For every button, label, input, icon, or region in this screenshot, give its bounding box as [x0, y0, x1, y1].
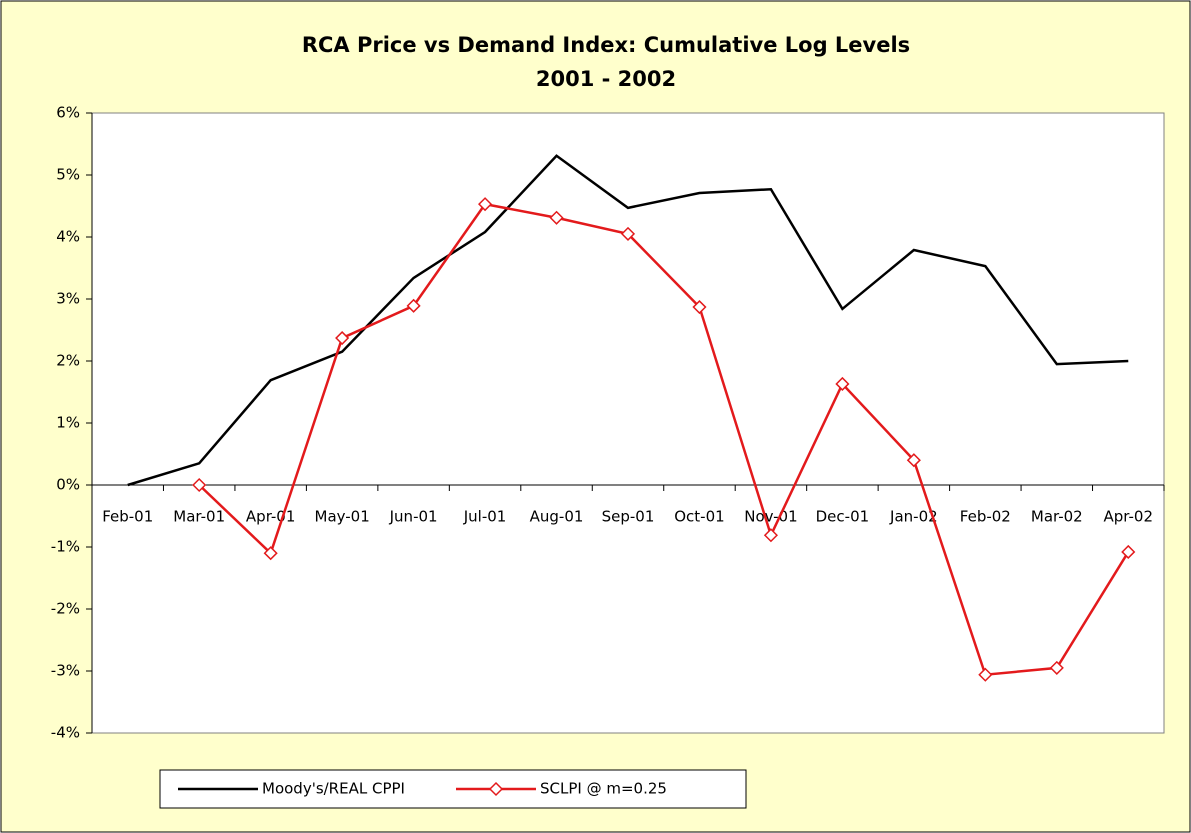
- point-marker: [835, 376, 850, 392]
- chart-title: RCA Price vs Demand Index: Cumulative Lo…: [302, 33, 910, 57]
- y-tick-label: 6%: [56, 104, 80, 122]
- point-marker: [1121, 544, 1136, 560]
- point-marker: [549, 210, 564, 225]
- point-marker: [478, 197, 493, 212]
- y-tick-label: 0%: [56, 476, 80, 494]
- point-marker: [906, 453, 921, 468]
- y-tick-label: 5%: [56, 166, 80, 184]
- x-tick-label: Jun-01: [389, 508, 438, 526]
- legend-marker: [488, 781, 504, 797]
- y-tick-label: 2%: [56, 352, 80, 370]
- point-marker: [692, 299, 707, 315]
- point-marker: [1049, 660, 1064, 675]
- x-tick-label: Aug-01: [530, 508, 584, 526]
- series-line: [198, 202, 1130, 677]
- x-tick-label: Feb-02: [960, 508, 1011, 526]
- y-tick-label: -1%: [51, 538, 80, 556]
- point-marker: [192, 477, 207, 493]
- x-tick-label: Sep-01: [602, 508, 655, 526]
- x-tick-label: Oct-01: [674, 508, 724, 526]
- y-tick-label: -3%: [51, 662, 80, 680]
- legend-label: Moody's/REAL CPPI: [262, 780, 405, 798]
- point-marker: [978, 667, 993, 682]
- x-tick-label: Apr-01: [246, 508, 296, 526]
- x-tick-label: Jul-01: [463, 508, 507, 526]
- series-line: [127, 154, 1129, 487]
- y-tick-label: 4%: [56, 228, 80, 246]
- x-tick-label: Jan-02: [889, 508, 938, 526]
- point-marker: [335, 330, 350, 346]
- y-tick-label: -2%: [51, 600, 80, 618]
- x-tick-label: Dec-01: [816, 508, 870, 526]
- y-tick-label: 3%: [56, 290, 80, 308]
- y-tick-label: 1%: [56, 414, 80, 432]
- x-tick-label: Feb-01: [102, 508, 153, 526]
- x-tick-label: Mar-02: [1031, 508, 1083, 526]
- point-marker: [620, 226, 636, 241]
- y-tick-label: -4%: [51, 724, 80, 742]
- x-tick-label: Mar-01: [173, 508, 225, 526]
- x-tick-label: Apr-02: [1104, 508, 1154, 526]
- legend-label: SCLPI @ m=0.25: [540, 780, 667, 798]
- point-marker: [406, 298, 421, 313]
- chart-subtitle: 2001 - 2002: [536, 67, 676, 91]
- x-tick-label: May-01: [315, 508, 370, 526]
- point-marker: [263, 546, 278, 561]
- x-tick-label: Nov-01: [744, 508, 797, 526]
- point-marker: [763, 528, 778, 543]
- plot-area: [91, 112, 1165, 734]
